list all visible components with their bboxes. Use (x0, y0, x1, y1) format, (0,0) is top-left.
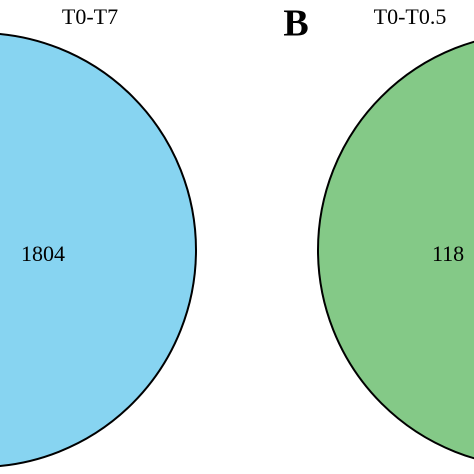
panel-letter: B (283, 3, 308, 45)
count-label: 118 (432, 241, 464, 266)
count-label: 1804 (21, 241, 65, 266)
panel-title: T0-T7 (62, 4, 118, 29)
venn-circle (317, 40, 474, 460)
panel-title: T0-T0.5 (374, 4, 447, 29)
venn-circle (0, 33, 197, 467)
